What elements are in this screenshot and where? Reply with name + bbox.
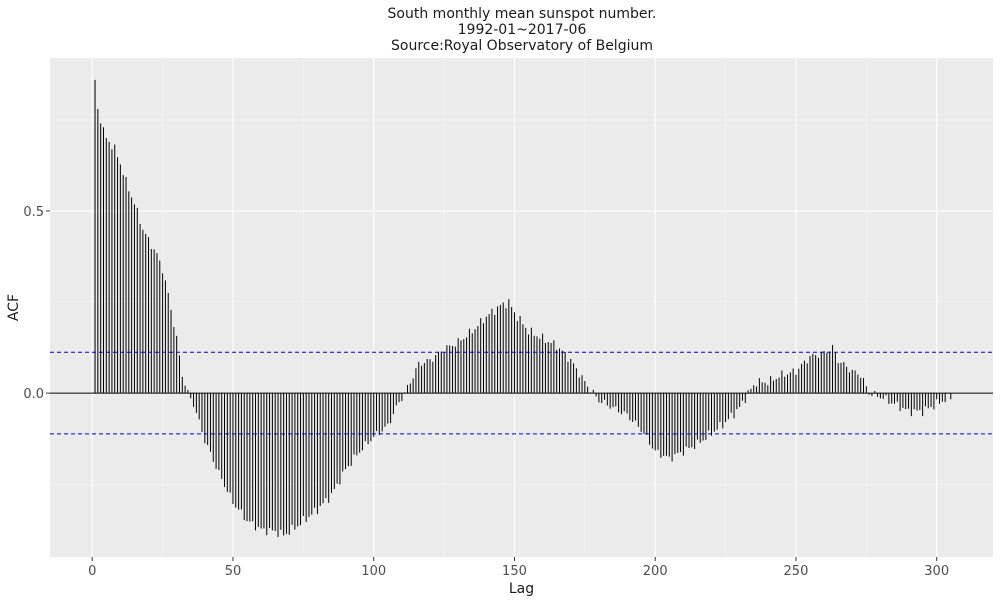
x-tick-label: 300: [924, 564, 949, 579]
y-tick-label: 0.5: [23, 205, 44, 220]
acf-bars: [94, 79, 952, 538]
x-tick-label: 150: [502, 564, 527, 579]
x-tick-label: 50: [225, 564, 242, 579]
plot-panel: [50, 58, 993, 557]
y-tick-label: 0.0: [23, 387, 44, 402]
x-tick-label: 0: [88, 564, 96, 579]
x-axis-label: Lag: [509, 581, 534, 597]
x-tick-label: 250: [784, 564, 809, 579]
x-axis-ticks: 0 50 100 150 200 250 300: [88, 557, 949, 579]
x-tick-label: 200: [643, 564, 668, 579]
chart-caption: Source:Royal Observatory of Belgium: [391, 38, 653, 54]
y-axis-label: ACF: [6, 294, 22, 321]
x-tick-label: 100: [361, 564, 386, 579]
y-axis-ticks: 0.0 0.5: [23, 205, 50, 402]
chart-subtitle: 1992-01~2017-06: [457, 22, 587, 38]
chart-title: South monthly mean sunspot number.: [387, 6, 657, 22]
